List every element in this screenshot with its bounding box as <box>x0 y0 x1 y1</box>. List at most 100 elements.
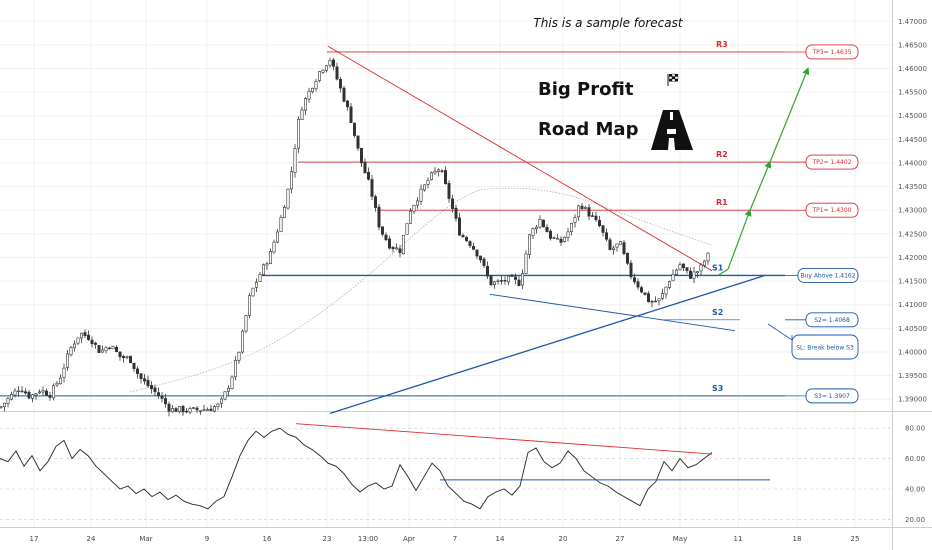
candle-body <box>324 65 328 71</box>
candle-body <box>13 390 17 396</box>
level-label-s2: S2 <box>712 308 723 317</box>
level-box-text-s3: S3= 1.3907 <box>814 393 850 400</box>
candle-body <box>69 347 73 356</box>
date-tick-label: 13:00 <box>358 535 378 543</box>
candle-body <box>2 402 7 407</box>
title-line-1: Big Profit <box>538 79 634 100</box>
candle-body <box>87 334 91 340</box>
candle-body <box>220 398 224 404</box>
candle-body <box>30 394 34 399</box>
candle-body <box>576 205 580 218</box>
price-tick-label: 1.46000 <box>898 65 927 73</box>
candle-body <box>122 356 126 359</box>
price-tick-label: 1.41000 <box>898 301 927 309</box>
candle-body <box>129 355 133 364</box>
candle-body <box>51 385 55 399</box>
date-tick-label: 25 <box>851 535 860 543</box>
candle-body <box>391 246 395 250</box>
candle-body <box>104 347 108 352</box>
level-label-r2: R2 <box>716 150 728 159</box>
candle-body <box>206 409 210 411</box>
candle-body <box>349 106 353 123</box>
candle-body <box>139 373 143 379</box>
candle-body <box>457 217 461 236</box>
candle-body <box>685 267 689 271</box>
price-tick-label: 1.39500 <box>898 372 927 380</box>
level-label-r3: R3 <box>716 40 728 49</box>
candle-body <box>94 342 98 345</box>
candle-body <box>377 206 381 228</box>
candle-body <box>41 390 45 393</box>
candle-body <box>408 210 412 224</box>
candle-body <box>296 119 300 149</box>
level-box-s3 <box>805 388 859 404</box>
price-tick-label: 1.40500 <box>898 325 927 333</box>
candle-body <box>265 263 269 266</box>
candle-body <box>237 351 241 361</box>
candle-body <box>440 170 444 172</box>
trendlines <box>327 45 766 414</box>
candle-body <box>489 275 493 286</box>
price-tick-label: 1.43000 <box>898 207 927 215</box>
candle-body <box>660 293 664 299</box>
forecast-arrow-segment <box>749 160 772 211</box>
candle-body <box>594 215 598 220</box>
candle-body <box>492 281 496 285</box>
candle-body <box>373 196 377 208</box>
candle-body <box>178 406 182 412</box>
candle-body <box>590 215 594 217</box>
candle-body <box>268 251 272 264</box>
candle-body <box>422 184 426 191</box>
candle-body <box>27 391 31 399</box>
candle-body <box>569 222 573 232</box>
checkered-flag-icon <box>667 73 679 86</box>
candle-body <box>496 280 500 283</box>
candle-body <box>300 109 304 121</box>
candle-body <box>524 253 528 274</box>
support-resistance-levels: R3 TP3= 1.4635 R2 TP2= 1.4402 R1 TP1= 1.4300 S… <box>0 40 859 404</box>
candle-body <box>328 59 332 66</box>
candle-body <box>282 206 286 218</box>
candle-body <box>517 279 521 286</box>
price-tick-label: 1.44000 <box>898 159 927 167</box>
candle-body <box>331 59 335 67</box>
candle-body <box>111 346 115 350</box>
candle-body <box>216 403 220 408</box>
candle-body <box>6 398 10 404</box>
candle-body <box>342 87 346 102</box>
candle-body <box>20 390 24 393</box>
candle-body <box>695 271 699 274</box>
candle-body <box>548 230 552 239</box>
candle-body <box>702 260 706 266</box>
price-tick-label: 1.44500 <box>898 136 927 144</box>
forecast-arrows <box>717 67 810 276</box>
candle-body <box>534 226 538 230</box>
candle-body <box>632 277 636 283</box>
candle-body <box>307 90 311 100</box>
candle-body <box>688 270 692 279</box>
candle-body <box>136 368 140 374</box>
candle-body <box>188 408 192 413</box>
rsi-indicator <box>0 423 770 510</box>
price-axis: 1.47000 1.46500 1.46000 1.45500 1.45000 1.445… <box>898 18 927 404</box>
candle-body <box>699 264 703 272</box>
candle-body <box>76 337 80 344</box>
candle-body <box>394 247 398 250</box>
date-tick-label: 17 <box>30 535 39 543</box>
price-tick-label: 1.46500 <box>898 41 927 49</box>
candle-body <box>412 204 416 212</box>
candle-body <box>468 241 472 246</box>
trendline-ascending-support <box>329 274 766 414</box>
candle-body <box>157 392 161 397</box>
candle-body <box>244 315 248 332</box>
date-tick-label: Mar <box>139 535 152 543</box>
rsi-pane <box>0 413 892 527</box>
stop-loss-box: SL: Break below S3 <box>767 323 859 360</box>
candle-body <box>317 71 321 81</box>
candle-body <box>352 122 356 136</box>
candle-body <box>555 238 559 240</box>
candle-body <box>143 378 147 382</box>
candle-body <box>587 207 591 217</box>
forecast-arrow-segment <box>769 67 810 163</box>
candlesticks <box>0 57 710 417</box>
